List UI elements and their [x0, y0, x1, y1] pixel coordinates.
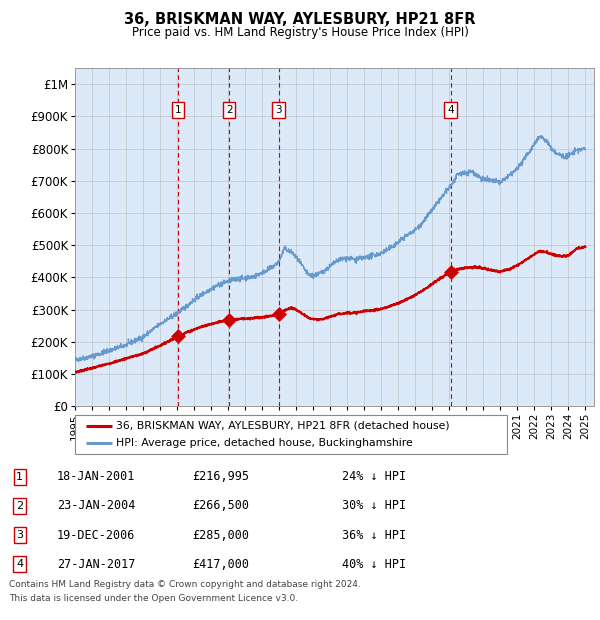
Text: 4: 4: [447, 105, 454, 115]
Text: £285,000: £285,000: [192, 529, 249, 541]
Text: 24% ↓ HPI: 24% ↓ HPI: [342, 471, 406, 483]
Text: 4: 4: [16, 559, 23, 569]
Text: This data is licensed under the Open Government Licence v3.0.: This data is licensed under the Open Gov…: [9, 595, 298, 603]
Text: HPI: Average price, detached house, Buckinghamshire: HPI: Average price, detached house, Buck…: [116, 438, 413, 448]
Text: 40% ↓ HPI: 40% ↓ HPI: [342, 558, 406, 570]
Text: 3: 3: [275, 105, 282, 115]
Text: 18-JAN-2001: 18-JAN-2001: [57, 471, 136, 483]
Text: 1: 1: [175, 105, 181, 115]
Text: 36, BRISKMAN WAY, AYLESBURY, HP21 8FR: 36, BRISKMAN WAY, AYLESBURY, HP21 8FR: [124, 12, 476, 27]
Text: 2: 2: [16, 501, 23, 511]
Text: 19-DEC-2006: 19-DEC-2006: [57, 529, 136, 541]
Text: 27-JAN-2017: 27-JAN-2017: [57, 558, 136, 570]
Text: 36, BRISKMAN WAY, AYLESBURY, HP21 8FR (detached house): 36, BRISKMAN WAY, AYLESBURY, HP21 8FR (d…: [116, 421, 449, 431]
Text: 2: 2: [226, 105, 232, 115]
Text: £266,500: £266,500: [192, 500, 249, 512]
Text: 23-JAN-2004: 23-JAN-2004: [57, 500, 136, 512]
Text: Contains HM Land Registry data © Crown copyright and database right 2024.: Contains HM Land Registry data © Crown c…: [9, 580, 361, 588]
Text: £216,995: £216,995: [192, 471, 249, 483]
Text: 30% ↓ HPI: 30% ↓ HPI: [342, 500, 406, 512]
Text: 3: 3: [16, 530, 23, 540]
Text: 1: 1: [16, 472, 23, 482]
Text: £417,000: £417,000: [192, 558, 249, 570]
Text: 36% ↓ HPI: 36% ↓ HPI: [342, 529, 406, 541]
Text: Price paid vs. HM Land Registry's House Price Index (HPI): Price paid vs. HM Land Registry's House …: [131, 26, 469, 38]
